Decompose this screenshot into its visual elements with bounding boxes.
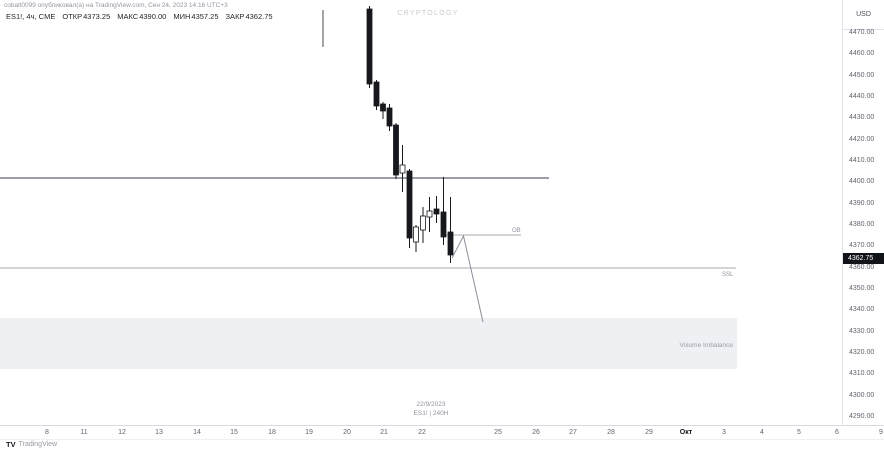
tradingview-logo-icon[interactable]: TV: [6, 440, 16, 449]
volume-imbalance-label: Volume Imbalance: [680, 342, 734, 349]
time-axis-label: 25: [494, 429, 502, 436]
footer: TV TradingView: [0, 441, 884, 448]
price-axis-label: 4450.00: [849, 72, 875, 79]
candlestick[interactable]: [366, 6, 373, 88]
symbol-title: ES1!, 4ч, CME: [6, 12, 56, 21]
time-axis-label: 9: [879, 429, 883, 436]
ohlc-item: МИН 4357.25: [173, 12, 219, 21]
currency-label: USD: [843, 0, 884, 30]
cryptology-watermark: CRYPTOLOGY: [397, 10, 459, 17]
time-axis-label: 26: [532, 429, 540, 436]
chart-canvas[interactable]: Volume Imbalance OB SSL cobalt0099 опублик…: [0, 0, 842, 425]
price-axis-label: 4350.00: [849, 285, 875, 292]
price-axis-label: 4370.00: [849, 242, 875, 249]
time-axis-label: 28: [607, 429, 615, 436]
ohlc-item: МАКС 4390.00: [117, 12, 167, 21]
price-axis-label: 4390.00: [849, 200, 875, 207]
time-axis-label: 18: [268, 429, 276, 436]
time-axis-label: 4: [760, 429, 764, 436]
price-axis-label: 4470.00: [849, 29, 875, 36]
time-axis-label: 5: [797, 429, 801, 436]
time-axis[interactable]: 8 11 12 13 14 15 18 19 20 21 22 25 26 27 28 29 Окт 3 4 5 6 9: [0, 425, 884, 440]
price-axis-label: 4440.00: [849, 93, 875, 100]
last-price-tag: 4362.75: [843, 252, 884, 264]
time-axis-label: 8: [45, 429, 49, 436]
tradingview-logo-text[interactable]: TradingView: [18, 441, 58, 448]
date-annotation-line2: ES1! | 240H: [413, 410, 449, 417]
candlestick[interactable]: [440, 177, 447, 245]
date-annotation: 22/9/2023 ES1! | 240H: [414, 400, 449, 418]
publisher-watermark: cobalt0099 опубликовал(а) на TradingView…: [4, 2, 228, 9]
time-axis-label: 22: [418, 429, 426, 436]
price-axis-label: 4400.00: [849, 178, 875, 185]
time-axis-label: 11: [80, 429, 88, 436]
ob-line-label: OB: [512, 228, 521, 234]
ohlc-item: ОТКР 4373.25: [62, 12, 111, 21]
price-axis-label: 4460.00: [849, 50, 875, 57]
candlestick[interactable]: [433, 196, 440, 223]
candlestick[interactable]: [413, 225, 419, 252]
time-axis-label: 15: [230, 429, 238, 436]
time-axis-label: 29: [645, 429, 653, 436]
candlestick[interactable]: [393, 123, 399, 179]
symbol-legend: ES1!, 4ч, CME ОТКР 4373.25 МАКС 4390.00 МИН 4…: [6, 12, 273, 21]
price-chart[interactable]: Volume Imbalance OB SSL: [0, 0, 842, 425]
candlestick[interactable]: [426, 197, 433, 232]
ohlc-values: ОТКР 4373.25 МАКС 4390.00 МИН 4357.25 ЗАКР 4362…: [62, 12, 272, 21]
price-axis-label: 4380.00: [849, 221, 875, 228]
price-axis-label: 4290.00: [849, 413, 875, 420]
time-axis-label: Окт: [679, 429, 693, 436]
date-annotation-line1: 22/9/2023: [416, 401, 446, 408]
candlestick[interactable]: [386, 104, 393, 131]
price-axis-label: 4360.00: [849, 264, 875, 271]
price-axis-label: 4430.00: [849, 114, 875, 121]
price-axis-label: 4300.00: [849, 392, 875, 399]
candlestick[interactable]: [380, 102, 386, 119]
ohlc-item: ЗАКР 4362.75: [225, 12, 273, 21]
price-axis-label: 4310.00: [849, 370, 875, 377]
time-axis-label: 12: [118, 429, 126, 436]
price-axis-label: 4410.00: [849, 157, 875, 164]
time-axis-label: 21: [380, 429, 388, 436]
projection-path[interactable]: [451, 234, 484, 323]
time-axis-label: 20: [343, 429, 351, 436]
time-axis-label: 13: [155, 429, 163, 436]
time-axis-label: 19: [305, 429, 313, 436]
candlestick[interactable]: [420, 207, 426, 243]
candlestick[interactable]: [447, 197, 454, 263]
ssl-line-label: SSL: [722, 272, 734, 278]
candlestick[interactable]: [399, 145, 406, 192]
price-axis-label: 4340.00: [849, 306, 875, 313]
price-axis[interactable]: USD 4470.00 4460.00 4450.00 4440.00 4430.00 4…: [842, 0, 884, 425]
candlestick[interactable]: [406, 169, 413, 248]
price-axis-label: 4320.00: [849, 349, 875, 356]
time-axis-label: 6: [835, 429, 839, 436]
time-axis-label: 27: [569, 429, 577, 436]
price-axis-label: 4330.00: [849, 328, 875, 335]
price-axis-label: 4420.00: [849, 136, 875, 143]
time-axis-label: 3: [722, 429, 726, 436]
volume-imbalance-zone[interactable]: [0, 318, 737, 369]
candlestick[interactable]: [373, 80, 380, 110]
time-axis-label: 14: [193, 429, 201, 436]
